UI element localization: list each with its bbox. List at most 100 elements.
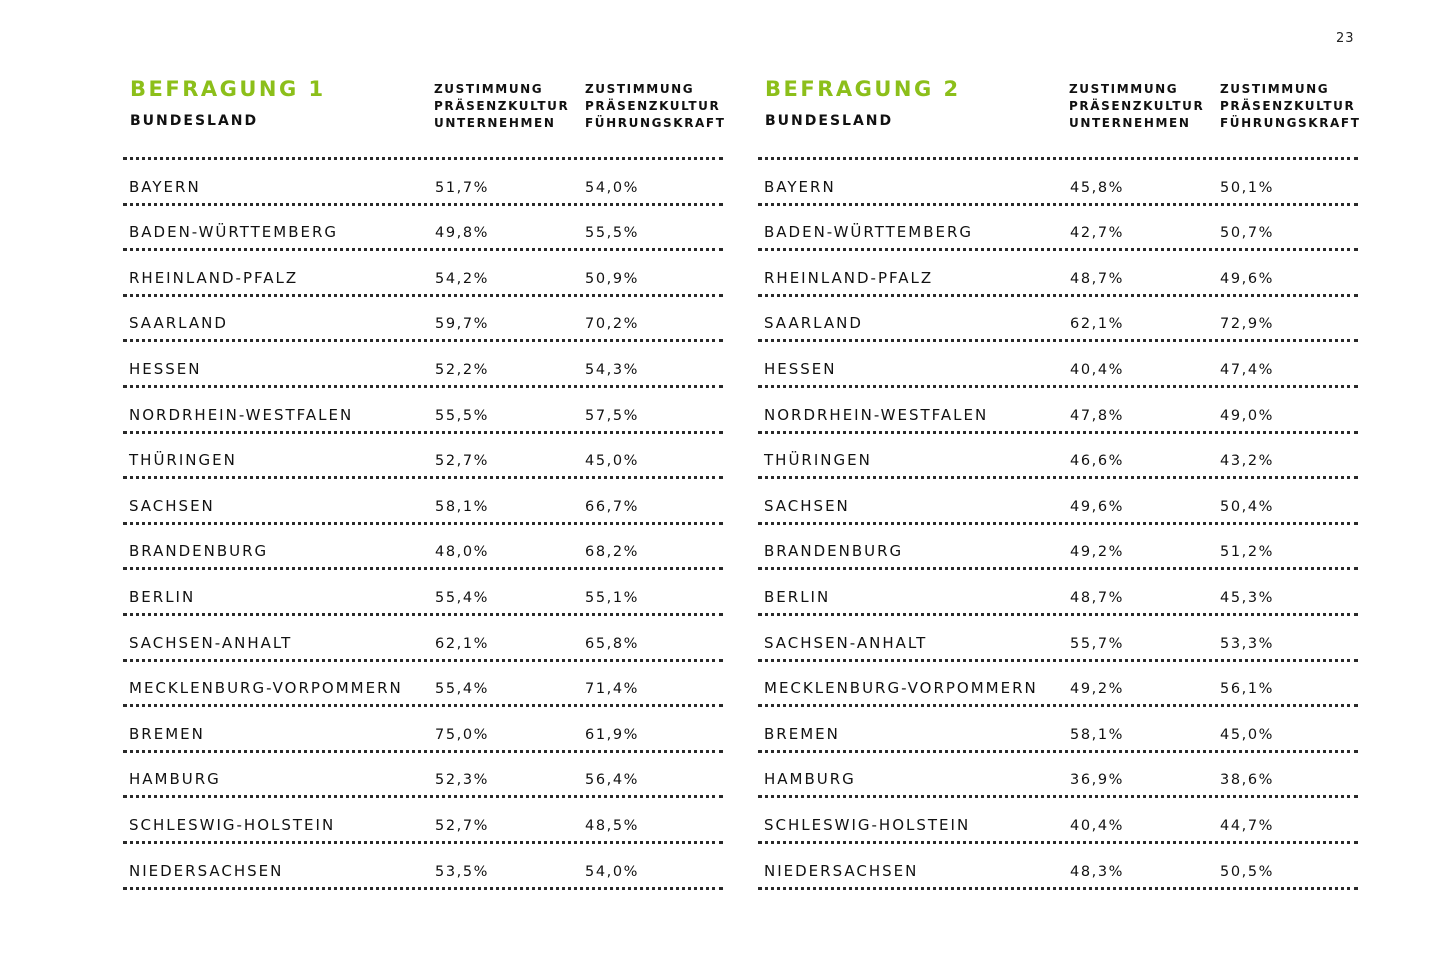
page-number: 23 xyxy=(1336,31,1355,46)
column-header-line: UNTERNEHMEN xyxy=(434,116,556,130)
value-unternehmen: 52,2% xyxy=(435,361,490,378)
table-header: BEFRAGUNG 1 BUNDESLAND ZUSTIMMUNG PRÄSEN… xyxy=(123,75,724,160)
state-name: SACHSEN xyxy=(129,496,215,515)
table-row: BRANDENBURG 48,0% 68,2% xyxy=(123,525,723,571)
value-unternehmen: 53,5% xyxy=(435,863,490,880)
value-fuehrungskraft: 61,9% xyxy=(585,726,640,743)
table-row: HAMBURG 52,3% 56,4% xyxy=(123,753,723,799)
value-fuehrungskraft: 45,3% xyxy=(1220,589,1275,606)
value-unternehmen: 45,8% xyxy=(1070,179,1125,196)
state-name: HAMBURG xyxy=(129,770,221,789)
table-body: BAYERN 45,8% 50,1% BADEN-WÜRTTEMBERG 42,7% 50… xyxy=(758,160,1358,890)
value-fuehrungskraft: 50,1% xyxy=(1220,179,1275,196)
value-fuehrungskraft: 72,9% xyxy=(1220,316,1275,333)
table-row: SAARLAND 62,1% 72,9% xyxy=(758,297,1358,343)
value-unternehmen: 54,2% xyxy=(435,270,490,287)
value-unternehmen: 75,0% xyxy=(435,726,490,743)
value-fuehrungskraft: 49,6% xyxy=(1220,270,1275,287)
column-header-line: PRÄSENZKULTUR xyxy=(1220,99,1356,113)
table-row: SCHLESWIG-HOLSTEIN 52,7% 48,5% xyxy=(123,798,723,844)
value-unternehmen: 59,7% xyxy=(435,316,490,333)
value-fuehrungskraft: 68,2% xyxy=(585,544,640,561)
survey-1-table: BEFRAGUNG 1 BUNDESLAND ZUSTIMMUNG PRÄSEN… xyxy=(123,75,724,890)
value-unternehmen: 55,4% xyxy=(435,589,490,606)
state-name: NORDRHEIN-WESTFALEN xyxy=(764,405,989,424)
table-row: MECKLENBURG-VORPOMMERN 49,2% 56,1% xyxy=(758,662,1358,708)
table-row: SCHLESWIG-HOLSTEIN 40,4% 44,7% xyxy=(758,798,1358,844)
state-name: HAMBURG xyxy=(764,770,856,789)
state-name: SCHLESWIG-HOLSTEIN xyxy=(764,815,971,834)
state-name: MECKLENBURG-VORPOMMERN xyxy=(764,679,1038,698)
table-row: HAMBURG 36,9% 38,6% xyxy=(758,753,1358,799)
state-name: MECKLENBURG-VORPOMMERN xyxy=(129,679,403,698)
table-row: SAARLAND 59,7% 70,2% xyxy=(123,297,723,343)
table-row: BREMEN 58,1% 45,0% xyxy=(758,707,1358,753)
value-unternehmen: 46,6% xyxy=(1070,453,1125,470)
value-fuehrungskraft: 54,3% xyxy=(585,361,640,378)
value-fuehrungskraft: 55,5% xyxy=(585,225,640,242)
value-unternehmen: 40,4% xyxy=(1070,361,1125,378)
value-fuehrungskraft: 50,5% xyxy=(1220,863,1275,880)
value-unternehmen: 55,7% xyxy=(1070,635,1125,652)
table-body: BAYERN 51,7% 54,0% BADEN-WÜRTTEMBERG 49,8% 55… xyxy=(123,160,723,890)
column-header-bundesland: BUNDESLAND xyxy=(130,113,259,129)
state-name: SCHLESWIG-HOLSTEIN xyxy=(129,815,336,834)
state-name: BRANDENBURG xyxy=(764,542,904,561)
table-row: NORDRHEIN-WESTFALEN 55,5% 57,5% xyxy=(123,388,723,434)
value-fuehrungskraft: 54,0% xyxy=(585,179,640,196)
value-fuehrungskraft: 45,0% xyxy=(585,453,640,470)
state-name: BADEN-WÜRTTEMBERG xyxy=(129,223,339,242)
state-name: BREMEN xyxy=(764,724,840,743)
state-name: BADEN-WÜRTTEMBERG xyxy=(764,223,974,242)
table-row: THÜRINGEN 46,6% 43,2% xyxy=(758,434,1358,480)
value-unternehmen: 52,7% xyxy=(435,817,490,834)
value-fuehrungskraft: 44,7% xyxy=(1220,817,1275,834)
survey-2-table: BEFRAGUNG 2 BUNDESLAND ZUSTIMMUNG PRÄSEN… xyxy=(758,75,1361,890)
table-row: THÜRINGEN 52,7% 45,0% xyxy=(123,434,723,480)
table-row: NIEDERSACHSEN 53,5% 54,0% xyxy=(123,844,723,890)
table-row: SACHSEN-ANHALT 62,1% 65,8% xyxy=(123,616,723,662)
value-fuehrungskraft: 56,1% xyxy=(1220,681,1275,698)
table-row: MECKLENBURG-VORPOMMERN 55,4% 71,4% xyxy=(123,662,723,708)
column-header-line: FÜHRUNGSKRAFT xyxy=(1220,116,1361,130)
state-name: SACHSEN-ANHALT xyxy=(764,633,928,652)
table-row: NIEDERSACHSEN 48,3% 50,5% xyxy=(758,844,1358,890)
value-unternehmen: 49,2% xyxy=(1070,681,1125,698)
table-row: BREMEN 75,0% 61,9% xyxy=(123,707,723,753)
table-row: HESSEN 40,4% 47,4% xyxy=(758,342,1358,388)
state-name: THÜRINGEN xyxy=(129,451,237,470)
table-row: BAYERN 45,8% 50,1% xyxy=(758,160,1358,206)
column-header-line: ZUSTIMMUNG xyxy=(1069,82,1179,96)
table-row: BERLIN 48,7% 45,3% xyxy=(758,570,1358,616)
state-name: BRANDENBURG xyxy=(129,542,269,561)
value-fuehrungskraft: 49,0% xyxy=(1220,407,1275,424)
value-unternehmen: 52,7% xyxy=(435,453,490,470)
value-unternehmen: 62,1% xyxy=(435,635,490,652)
column-header-line: ZUSTIMMUNG xyxy=(1220,82,1330,96)
state-name: SACHSEN-ANHALT xyxy=(129,633,293,652)
value-unternehmen: 52,3% xyxy=(435,772,490,789)
survey-title: BEFRAGUNG 2 xyxy=(765,77,961,101)
value-fuehrungskraft: 47,4% xyxy=(1220,361,1275,378)
state-name: THÜRINGEN xyxy=(764,451,872,470)
value-fuehrungskraft: 45,0% xyxy=(1220,726,1275,743)
state-name: SAARLAND xyxy=(129,314,228,333)
value-unternehmen: 51,7% xyxy=(435,179,490,196)
value-fuehrungskraft: 66,7% xyxy=(585,498,640,515)
table-header: BEFRAGUNG 2 BUNDESLAND ZUSTIMMUNG PRÄSEN… xyxy=(758,75,1361,160)
value-fuehrungskraft: 55,1% xyxy=(585,589,640,606)
value-unternehmen: 48,7% xyxy=(1070,589,1125,606)
table-row: RHEINLAND-PFALZ 48,7% 49,6% xyxy=(758,251,1358,297)
table-row: HESSEN 52,2% 54,3% xyxy=(123,342,723,388)
state-name: BAYERN xyxy=(764,177,836,196)
table-row: SACHSEN 49,6% 50,4% xyxy=(758,479,1358,525)
value-unternehmen: 48,7% xyxy=(1070,270,1125,287)
value-unternehmen: 62,1% xyxy=(1070,316,1125,333)
column-header-line: PRÄSENZKULTUR xyxy=(585,99,721,113)
table-row: BADEN-WÜRTTEMBERG 42,7% 50,7% xyxy=(758,206,1358,252)
column-header-line: PRÄSENZKULTUR xyxy=(434,99,570,113)
state-name: HESSEN xyxy=(764,359,837,378)
column-header-unternehmen: ZUSTIMMUNG PRÄSENZKULTUR UNTERNEHMEN xyxy=(1069,81,1204,132)
value-unternehmen: 55,4% xyxy=(435,681,490,698)
value-unternehmen: 55,5% xyxy=(435,407,490,424)
